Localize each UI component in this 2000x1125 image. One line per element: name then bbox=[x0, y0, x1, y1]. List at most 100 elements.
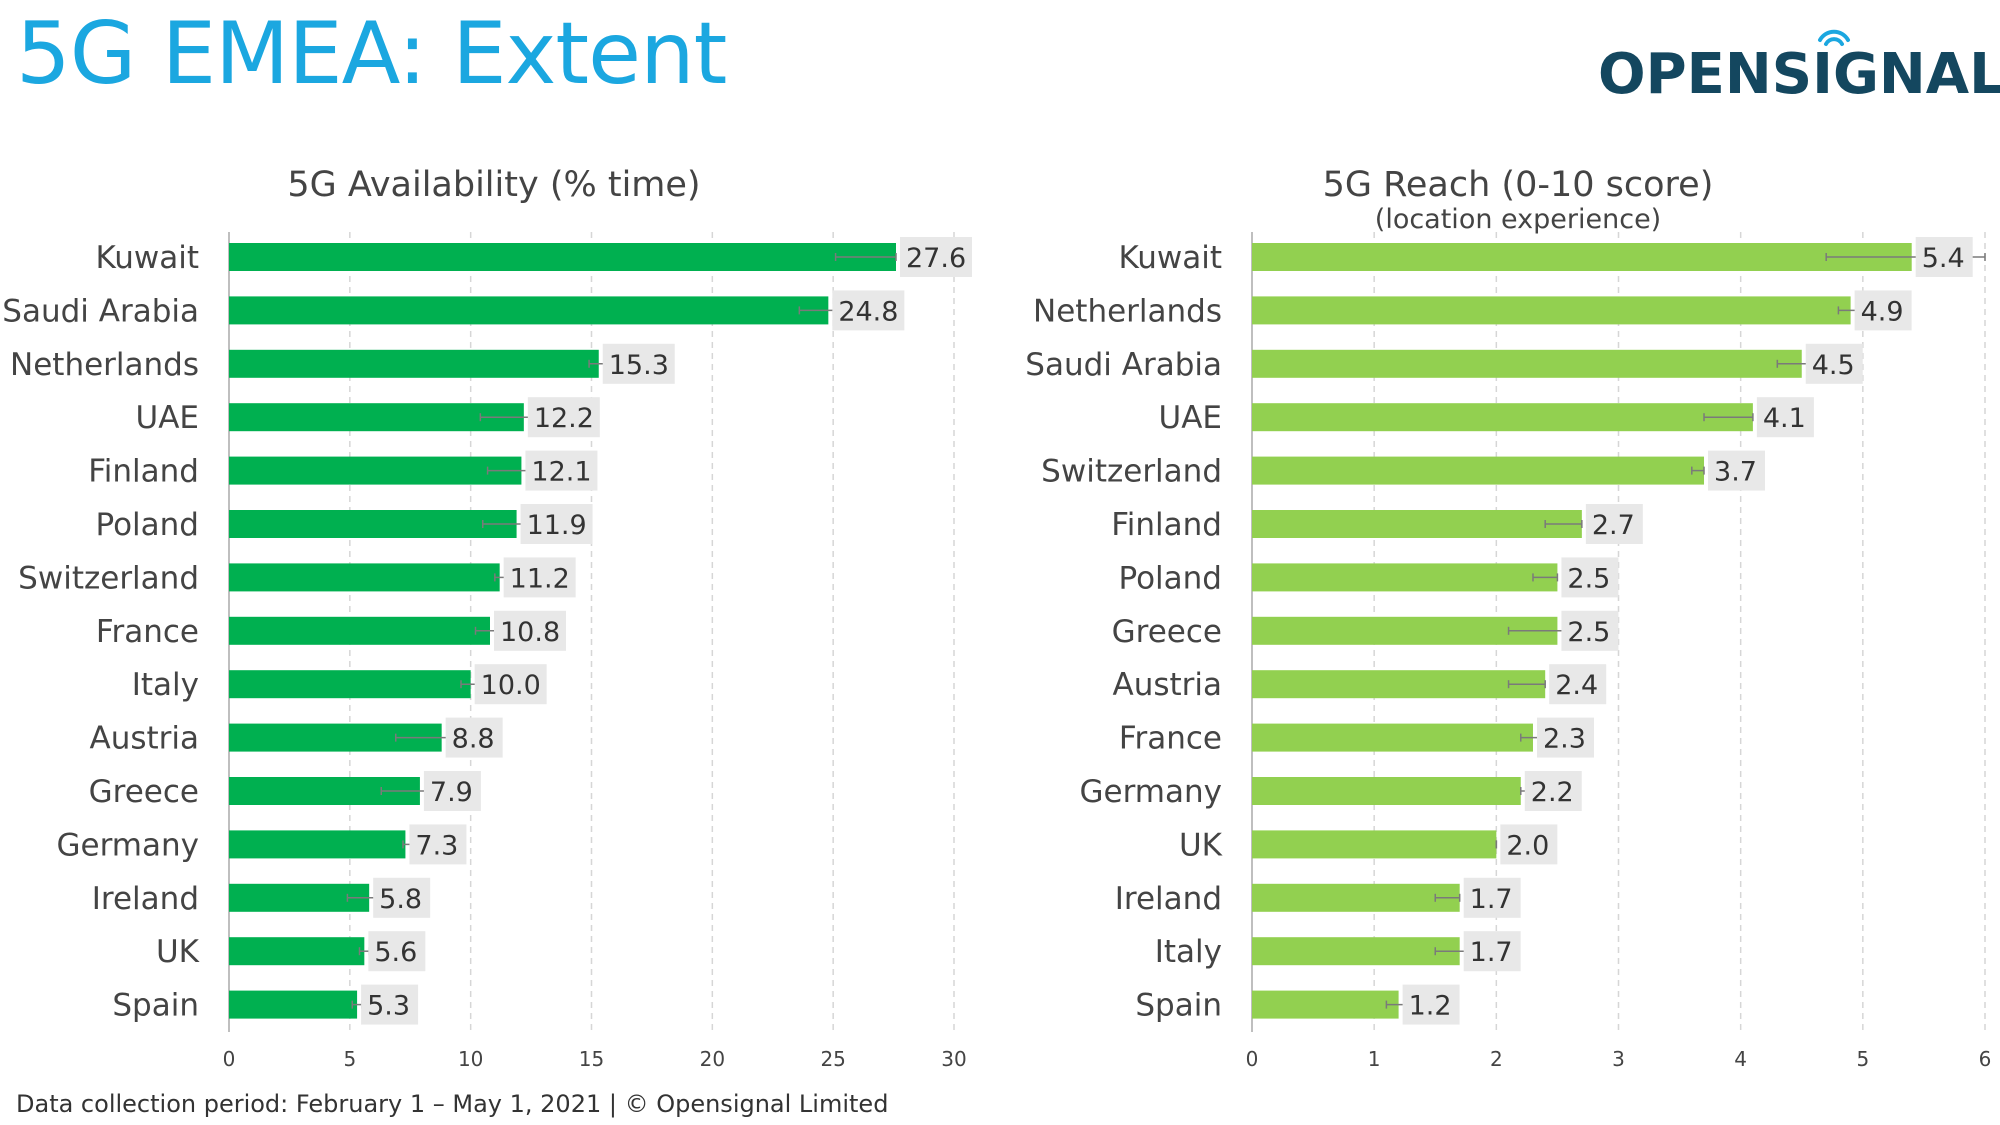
data-label-bg bbox=[368, 931, 426, 972]
bar bbox=[1252, 510, 1582, 538]
data-label: 1.7 bbox=[1470, 884, 1513, 915]
category-label: France bbox=[96, 614, 199, 650]
bar bbox=[1252, 937, 1460, 966]
x-tick-label: 25 bbox=[820, 1047, 845, 1071]
bar bbox=[1252, 616, 1558, 645]
bar bbox=[1252, 296, 1851, 325]
data-label-bg bbox=[1805, 343, 1863, 384]
category-label: Ireland bbox=[1115, 881, 1222, 917]
data-label-bg bbox=[1536, 717, 1594, 758]
data-label-bg bbox=[527, 397, 600, 438]
x-tick-label: 0 bbox=[1246, 1047, 1259, 1071]
bar bbox=[229, 616, 490, 645]
data-label-bg bbox=[409, 824, 467, 865]
x-tick-label: 0 bbox=[223, 1047, 236, 1071]
bar bbox=[229, 937, 365, 966]
data-label: 5.8 bbox=[379, 884, 422, 915]
bar bbox=[1252, 990, 1399, 1019]
data-label: 1.7 bbox=[1470, 937, 1513, 968]
x-tick-label: 10 bbox=[458, 1047, 483, 1071]
data-label-bg bbox=[1402, 984, 1460, 1025]
x-tick-label: 20 bbox=[700, 1047, 725, 1071]
data-label: 12.1 bbox=[531, 457, 591, 488]
availability-chart: 5G Availability (% time) 0 5 10 15 20 25 30 Kuwa… bbox=[2, 165, 972, 1071]
category-label: UAE bbox=[1159, 400, 1222, 436]
category-label: Switzerland bbox=[1041, 454, 1222, 490]
x-tick-label: 1 bbox=[1368, 1047, 1381, 1071]
data-label-bg bbox=[1561, 557, 1619, 598]
bar bbox=[1252, 830, 1497, 859]
category-label: UK bbox=[156, 934, 200, 970]
category-label: UK bbox=[1179, 827, 1223, 863]
data-label-bg bbox=[1524, 771, 1582, 811]
category-label: Poland bbox=[96, 507, 200, 543]
category-label: Netherlands bbox=[1033, 293, 1222, 329]
error-bar bbox=[1434, 893, 1461, 902]
data-label-bg bbox=[602, 343, 675, 384]
data-label: 24.8 bbox=[838, 296, 898, 327]
data-label-bg bbox=[361, 984, 419, 1025]
category-label: Italy bbox=[132, 667, 199, 703]
bar bbox=[229, 456, 522, 485]
x-tick-label: 6 bbox=[1979, 1047, 1992, 1071]
logo-text: OPENSIGNAL bbox=[1598, 42, 2000, 107]
category-label: Greece bbox=[89, 774, 199, 810]
data-label: 2.2 bbox=[1531, 777, 1574, 808]
data-label-bg bbox=[520, 504, 593, 544]
category-label: Saudi Arabia bbox=[2, 293, 199, 329]
data-label: 5.3 bbox=[367, 991, 410, 1022]
data-label-bg bbox=[373, 877, 431, 918]
data-label: 2.4 bbox=[1555, 670, 1598, 701]
data-label: 10.8 bbox=[500, 617, 560, 648]
category-label: Kuwait bbox=[1118, 240, 1222, 276]
opensignal-logo: OPENSIGNAL bbox=[1598, 22, 2000, 107]
data-label: 1.2 bbox=[1409, 991, 1452, 1022]
data-label-bg bbox=[1463, 877, 1521, 918]
bar bbox=[229, 243, 896, 271]
data-label: 2.5 bbox=[1567, 563, 1610, 594]
data-label-bg bbox=[1561, 610, 1619, 651]
data-label-bg bbox=[525, 450, 598, 491]
chart-title: 5G Availability (% time) bbox=[287, 165, 700, 205]
bar bbox=[1252, 670, 1546, 699]
bar bbox=[1252, 243, 1912, 271]
bar bbox=[1252, 403, 1753, 432]
category-label: Ireland bbox=[92, 881, 199, 917]
data-label: 4.5 bbox=[1812, 350, 1855, 381]
x-tick-label: 5 bbox=[343, 1047, 356, 1071]
bar bbox=[1252, 349, 1802, 378]
category-label: Netherlands bbox=[10, 347, 199, 383]
data-label: 2.7 bbox=[1592, 510, 1635, 541]
data-label: 4.9 bbox=[1861, 296, 1904, 327]
bar bbox=[229, 670, 471, 699]
bar bbox=[229, 510, 517, 538]
data-label: 11.9 bbox=[527, 510, 587, 541]
x-tick-label: 2 bbox=[1490, 1047, 1503, 1071]
reach-chart: 5G Reach (0-10 score)(location experienc… bbox=[1025, 165, 1992, 1071]
category-label: Austria bbox=[89, 721, 199, 757]
data-label: 5.4 bbox=[1922, 243, 1965, 274]
data-label: 7.9 bbox=[430, 777, 473, 808]
bar bbox=[1252, 563, 1558, 592]
data-label: 11.2 bbox=[510, 563, 570, 594]
bar bbox=[229, 563, 500, 592]
bar bbox=[1252, 777, 1521, 805]
data-label-bg bbox=[1463, 931, 1521, 972]
category-label: France bbox=[1119, 721, 1222, 757]
category-label: UAE bbox=[136, 400, 199, 436]
data-label-bg bbox=[445, 717, 503, 758]
category-label: Italy bbox=[1155, 934, 1222, 970]
chart-subtitle: (location experience) bbox=[1375, 204, 1661, 235]
signal-waves-icon bbox=[1818, 29, 1850, 46]
x-tick-label: 30 bbox=[941, 1047, 966, 1071]
data-label: 2.3 bbox=[1543, 724, 1586, 755]
data-label-bg bbox=[423, 771, 481, 811]
bar bbox=[229, 296, 829, 325]
bar bbox=[229, 403, 524, 432]
category-label: Finland bbox=[88, 454, 199, 490]
data-label: 15.3 bbox=[609, 350, 669, 381]
category-label: Kuwait bbox=[95, 240, 199, 276]
data-label: 3.7 bbox=[1714, 457, 1757, 488]
category-label: Saudi Arabia bbox=[1025, 347, 1222, 383]
category-label: Spain bbox=[1135, 988, 1222, 1024]
